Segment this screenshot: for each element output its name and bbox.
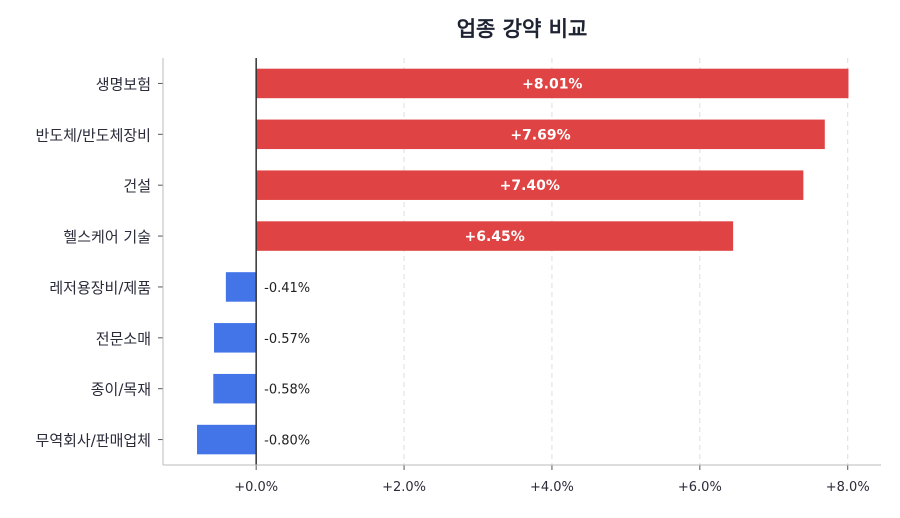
x-tick-label: +0.0% [234,480,278,495]
bar [225,272,257,302]
y-tick-label: 반도체/반도체장비 [36,126,151,144]
bar [256,221,734,251]
y-tick-label: 레저용장비/제품 [49,279,151,297]
bar [256,119,825,150]
data-label: +7.40% [500,178,560,194]
bar [214,323,257,353]
bar [256,170,804,200]
y-tick-label: 종이/목재 [91,381,151,399]
x-tick-label: +6.0% [678,480,722,495]
y-tick-label: 건설 [123,177,151,195]
data-label: +7.69% [510,127,570,143]
bar [256,68,849,99]
x-tick-label: +2.0% [382,480,426,495]
data-label: +8.01% [522,76,582,92]
data-label: -0.58% [264,383,310,398]
data-label: -0.80% [264,434,310,449]
bar [213,373,257,404]
x-tick-label: +8.0% [826,480,870,495]
y-tick-label: 생명보험 [96,75,151,93]
y-tick-label: 무역회사/판매업체 [36,432,151,450]
data-label: +6.45% [464,229,524,245]
x-tick-label: +4.0% [530,480,574,495]
y-tick-label: 헬스케어 기술 [63,228,151,246]
chart-title: 업종 강약 비교 [457,17,588,41]
bar [197,424,257,455]
data-label: -0.57% [264,332,310,347]
y-tick-label: 전문소매 [96,330,151,348]
data-label: -0.41% [264,281,310,296]
